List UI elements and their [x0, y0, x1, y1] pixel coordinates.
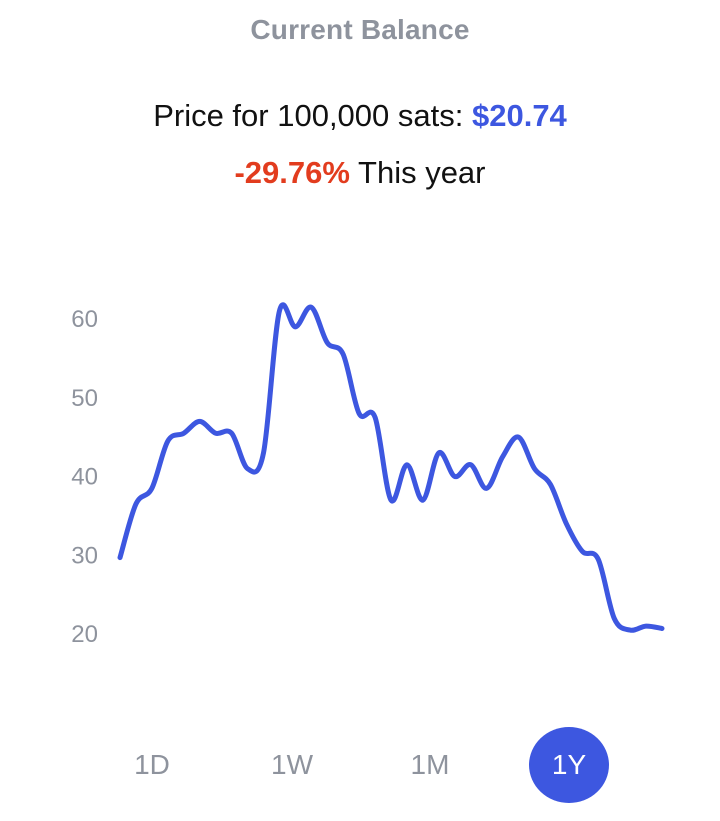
y-axis: 60 50 40 30 20 [71, 306, 98, 648]
price-line: Price for 100,000 sats: $20.74 [0, 98, 720, 134]
price-value: $20.74 [471, 98, 567, 133]
y-tick-label: 50 [71, 385, 98, 412]
price-chart: 60 50 40 30 20 [71, 302, 665, 648]
range-button-1w[interactable]: 1W [271, 749, 313, 780]
price-label: Price for 100,000 sats: [153, 98, 464, 133]
range-button-1m[interactable]: 1M [410, 749, 450, 780]
y-tick-label: 60 [71, 306, 98, 333]
y-tick-label: 40 [71, 464, 98, 491]
range-button-1d[interactable]: 1D [134, 749, 170, 780]
y-tick-label: 30 [71, 542, 98, 569]
change-line: -29.76% This year [0, 155, 720, 191]
series-layer [117, 302, 665, 633]
price-series-line [117, 302, 665, 633]
range-selector: 1D 1W 1M 1Y [0, 727, 720, 803]
change-period: This year [358, 155, 486, 190]
header-title: Current Balance [250, 14, 470, 45]
change-percent: -29.76% [234, 155, 350, 190]
range-button-1y[interactable]: 1Y [529, 727, 609, 803]
y-tick-label: 20 [71, 621, 98, 648]
